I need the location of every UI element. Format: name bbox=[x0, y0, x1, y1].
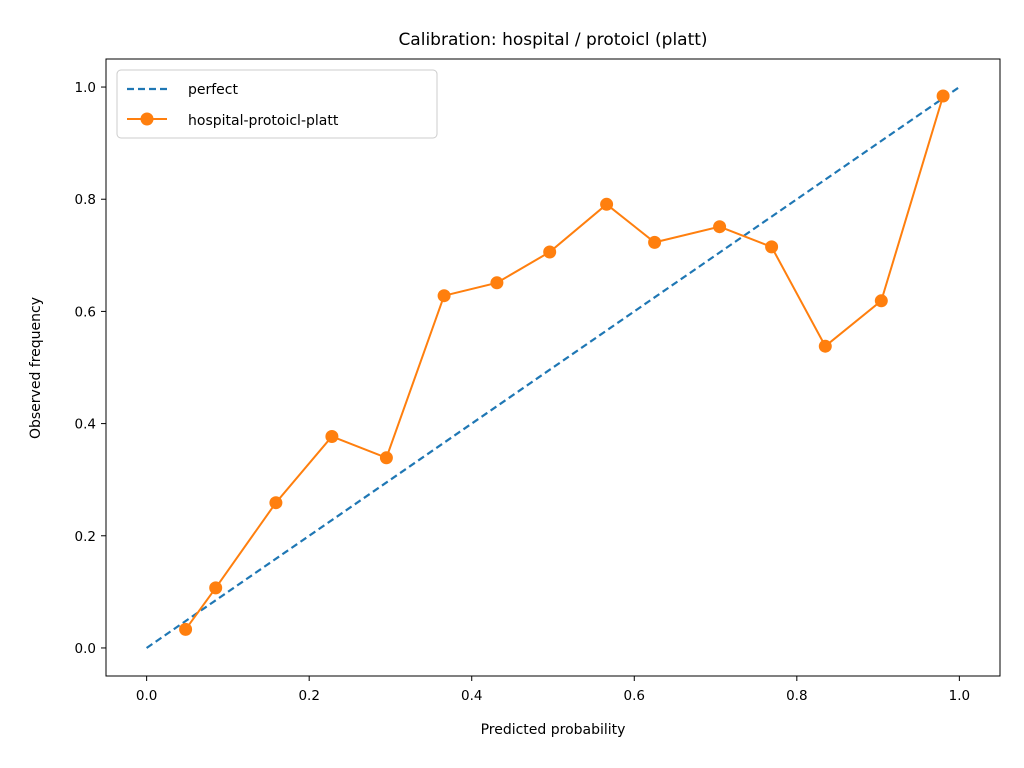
data-point bbox=[713, 220, 727, 234]
data-point bbox=[648, 235, 662, 249]
data-point bbox=[818, 339, 832, 353]
y-tick-label: 0.8 bbox=[75, 192, 96, 208]
data-point bbox=[379, 451, 393, 465]
y-tick-label: 0.2 bbox=[75, 529, 96, 545]
x-axis-label: Predicted probability bbox=[481, 722, 626, 738]
data-point bbox=[765, 240, 779, 254]
legend: perfect hospital-protoicl-platt bbox=[116, 69, 438, 139]
x-tick-label: 1.0 bbox=[949, 688, 970, 704]
data-point bbox=[437, 289, 451, 303]
y-tick-label: 0.4 bbox=[75, 417, 96, 433]
x-tick-label: 0.0 bbox=[136, 688, 157, 704]
data-point bbox=[269, 496, 283, 510]
y-tick-label: 1.0 bbox=[75, 80, 96, 96]
y-tick-label: 0.6 bbox=[75, 304, 96, 320]
y-tick-label: 0.0 bbox=[75, 641, 96, 657]
data-point bbox=[179, 622, 193, 636]
data-point bbox=[600, 197, 614, 211]
y-axis-label: Observed frequency bbox=[28, 297, 44, 439]
legend-calibration-label: hospital-protoicl-platt bbox=[188, 113, 339, 129]
data-point bbox=[874, 294, 888, 308]
x-tick-label: 0.4 bbox=[461, 688, 482, 704]
data-point bbox=[325, 430, 339, 443]
x-tick-label: 0.6 bbox=[624, 688, 645, 704]
legend-calibration-marker bbox=[140, 112, 154, 126]
axes-frame bbox=[105, 58, 1001, 677]
legend-box bbox=[116, 69, 438, 139]
x-tick-label: 0.2 bbox=[298, 688, 319, 704]
x-tick-label: 0.8 bbox=[786, 688, 807, 704]
chart-title: Calibration: hospital / protoicl (platt) bbox=[398, 30, 707, 50]
x-axis: 0.0 0.2 0.4 0.6 0.8 1.0 bbox=[136, 676, 970, 704]
data-point bbox=[543, 245, 557, 259]
legend-perfect-label: perfect bbox=[188, 82, 238, 98]
data-point bbox=[936, 89, 950, 103]
data-point bbox=[209, 581, 223, 595]
plot-area bbox=[145, 86, 961, 649]
y-axis: 0.0 0.2 0.4 0.6 0.8 1.0 bbox=[75, 80, 106, 657]
data-point bbox=[490, 276, 504, 290]
